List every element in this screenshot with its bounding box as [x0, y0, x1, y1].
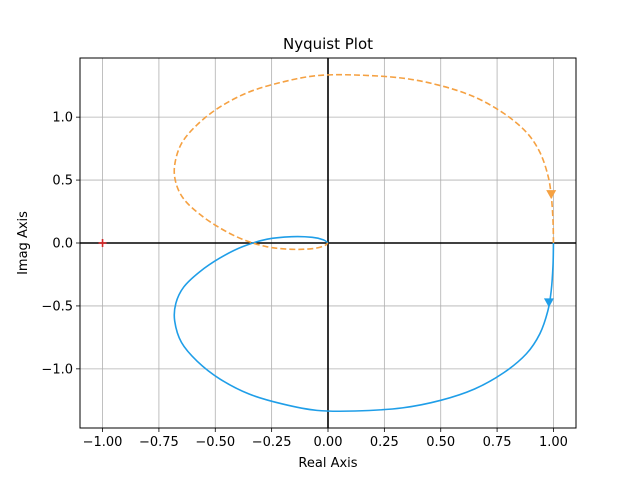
y-ticks: −1.0 −0.5 0.0 0.5 1.0 — [41, 111, 80, 377]
x-tick-label: 0.25 — [370, 435, 399, 450]
x-tick-label: 0.75 — [483, 435, 512, 450]
x-tick-label: −1.00 — [83, 435, 123, 450]
solid-direction-arrow — [543, 298, 554, 308]
chart-title: Nyquist Plot — [283, 35, 373, 53]
x-tick-label: −0.50 — [195, 435, 235, 450]
series-layer — [173, 73, 555, 413]
solid-nyquist-curve — [173, 235, 555, 413]
x-tick-label: 1.00 — [539, 435, 568, 450]
x-tick-label: −0.75 — [139, 435, 179, 450]
markers-layer — [98, 190, 557, 308]
x-tick-label: 0.50 — [426, 435, 455, 450]
y-tick-label: −1.0 — [41, 362, 73, 377]
dashed-direction-arrow — [546, 190, 557, 200]
x-axis-label: Real Axis — [298, 456, 357, 471]
y-tick-label: 0.5 — [52, 174, 73, 189]
x-tick-label: 0.00 — [314, 435, 343, 450]
dashed-nyquist-curve — [173, 73, 555, 251]
y-tick-label: 1.0 — [52, 111, 73, 126]
y-axis-label: Imag Axis — [16, 211, 31, 275]
x-ticks: −1.00 −0.75 −0.50 −0.25 0.00 0.25 0.50 0.75 1.00 — [83, 428, 568, 450]
x-tick-label: −0.25 — [252, 435, 292, 450]
y-tick-label: −0.5 — [41, 299, 73, 314]
y-tick-label: 0.0 — [52, 237, 73, 252]
